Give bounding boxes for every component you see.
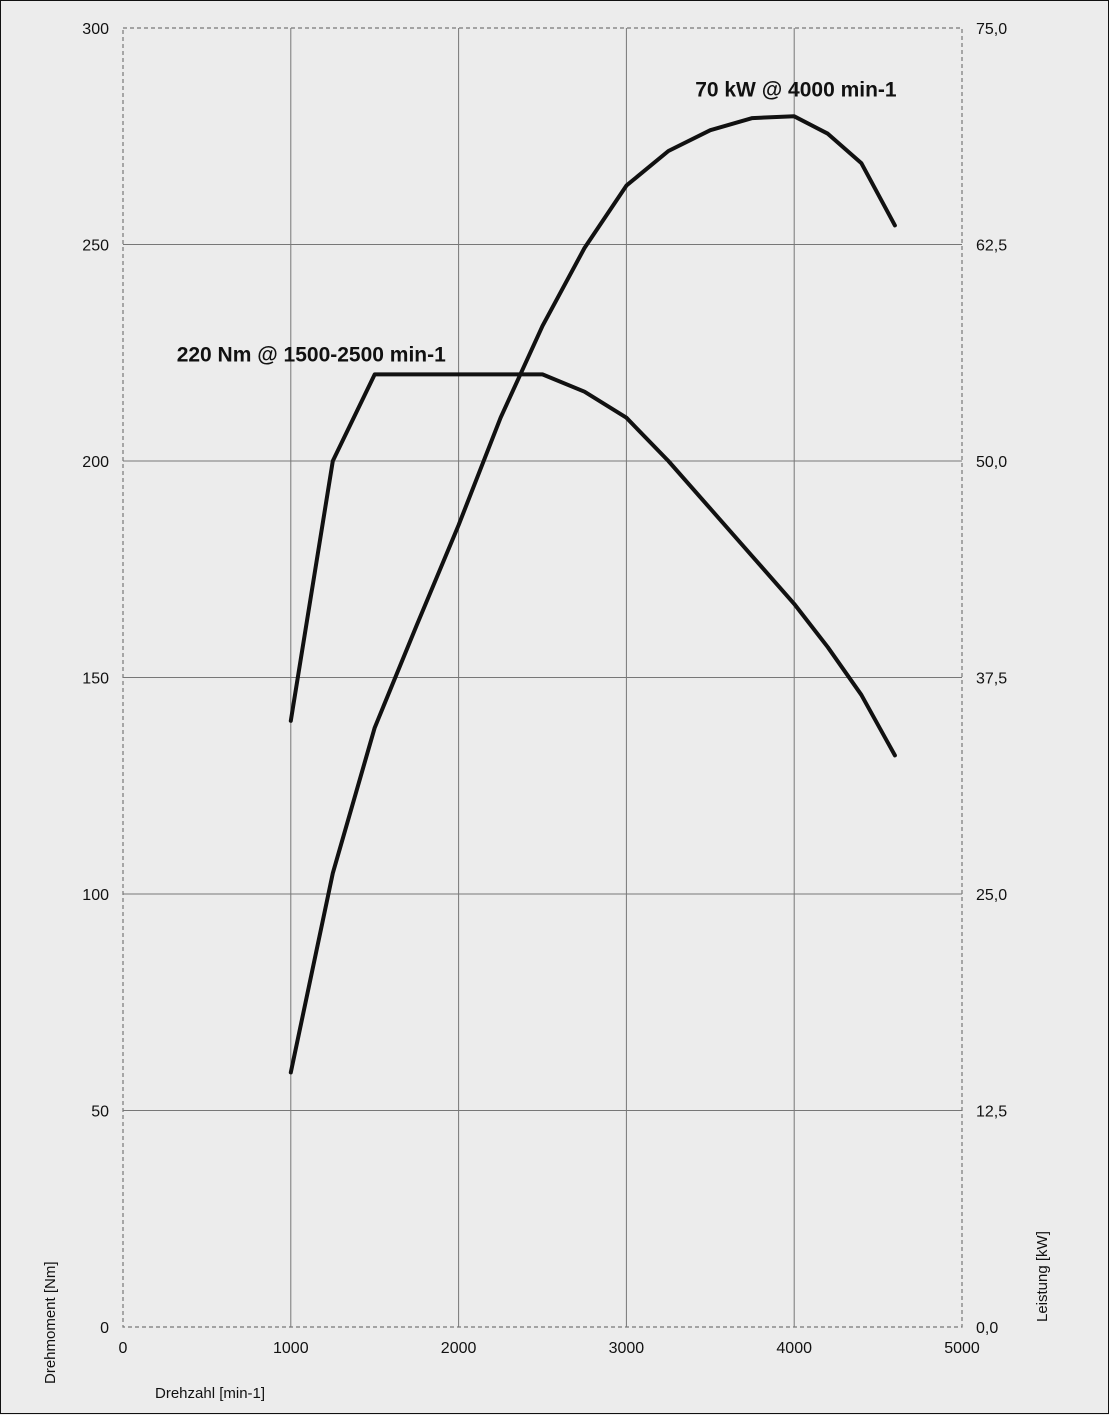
- x-tick-label: 1000: [273, 1340, 309, 1357]
- x-axis-title: Drehzahl [min-1]: [155, 1385, 265, 1402]
- annotations: 220 Nm @ 1500-2500 min-1 70 kW @ 4000 min…: [177, 79, 897, 367]
- x-tick-label: 3000: [609, 1340, 645, 1357]
- y-right-tick-label: 50,0: [976, 454, 1007, 471]
- grid-lines: [123, 28, 962, 1327]
- x-tick-label: 4000: [776, 1340, 812, 1357]
- y-left-tick-label: 0: [100, 1320, 109, 1337]
- x-tick-label: 0: [119, 1340, 128, 1357]
- y-left-tick-label: 100: [82, 887, 109, 904]
- y-left-tick-label: 50: [91, 1104, 109, 1121]
- y-right-tick-label: 25,0: [976, 887, 1007, 904]
- y-left-axis-title: Drehmoment [Nm]: [42, 1261, 59, 1384]
- plot-border: [122, 27, 963, 1328]
- y-right-axis-title: Leistung [kW]: [1034, 1231, 1051, 1322]
- x-tick-label: 2000: [441, 1340, 477, 1357]
- torque-peak-annotation: 220 Nm @ 1500-2500 min-1: [177, 343, 446, 366]
- tick-labels: 0 1000 2000 3000 4000 5000 0 50 100 150 200 250 300 0…: [82, 21, 1007, 1357]
- y-left-tick-label: 200: [82, 454, 109, 471]
- y-left-tick-label: 300: [82, 21, 109, 38]
- y-right-tick-label: 37,5: [976, 671, 1007, 688]
- y-left-tick-label: 150: [82, 671, 109, 688]
- y-right-tick-label: 12,5: [976, 1104, 1007, 1121]
- x-tick-label: 5000: [944, 1340, 980, 1357]
- torque-curve: [288, 372, 897, 758]
- y-right-tick-label: 62,5: [976, 238, 1007, 255]
- power-curve: [288, 114, 897, 1075]
- y-right-tick-label: 0,0: [976, 1320, 998, 1337]
- series-lines: [288, 114, 897, 1075]
- power-peak-annotation: 70 kW @ 4000 min-1: [695, 79, 897, 102]
- y-left-tick-label: 250: [82, 238, 109, 255]
- y-right-tick-label: 75,0: [976, 21, 1007, 38]
